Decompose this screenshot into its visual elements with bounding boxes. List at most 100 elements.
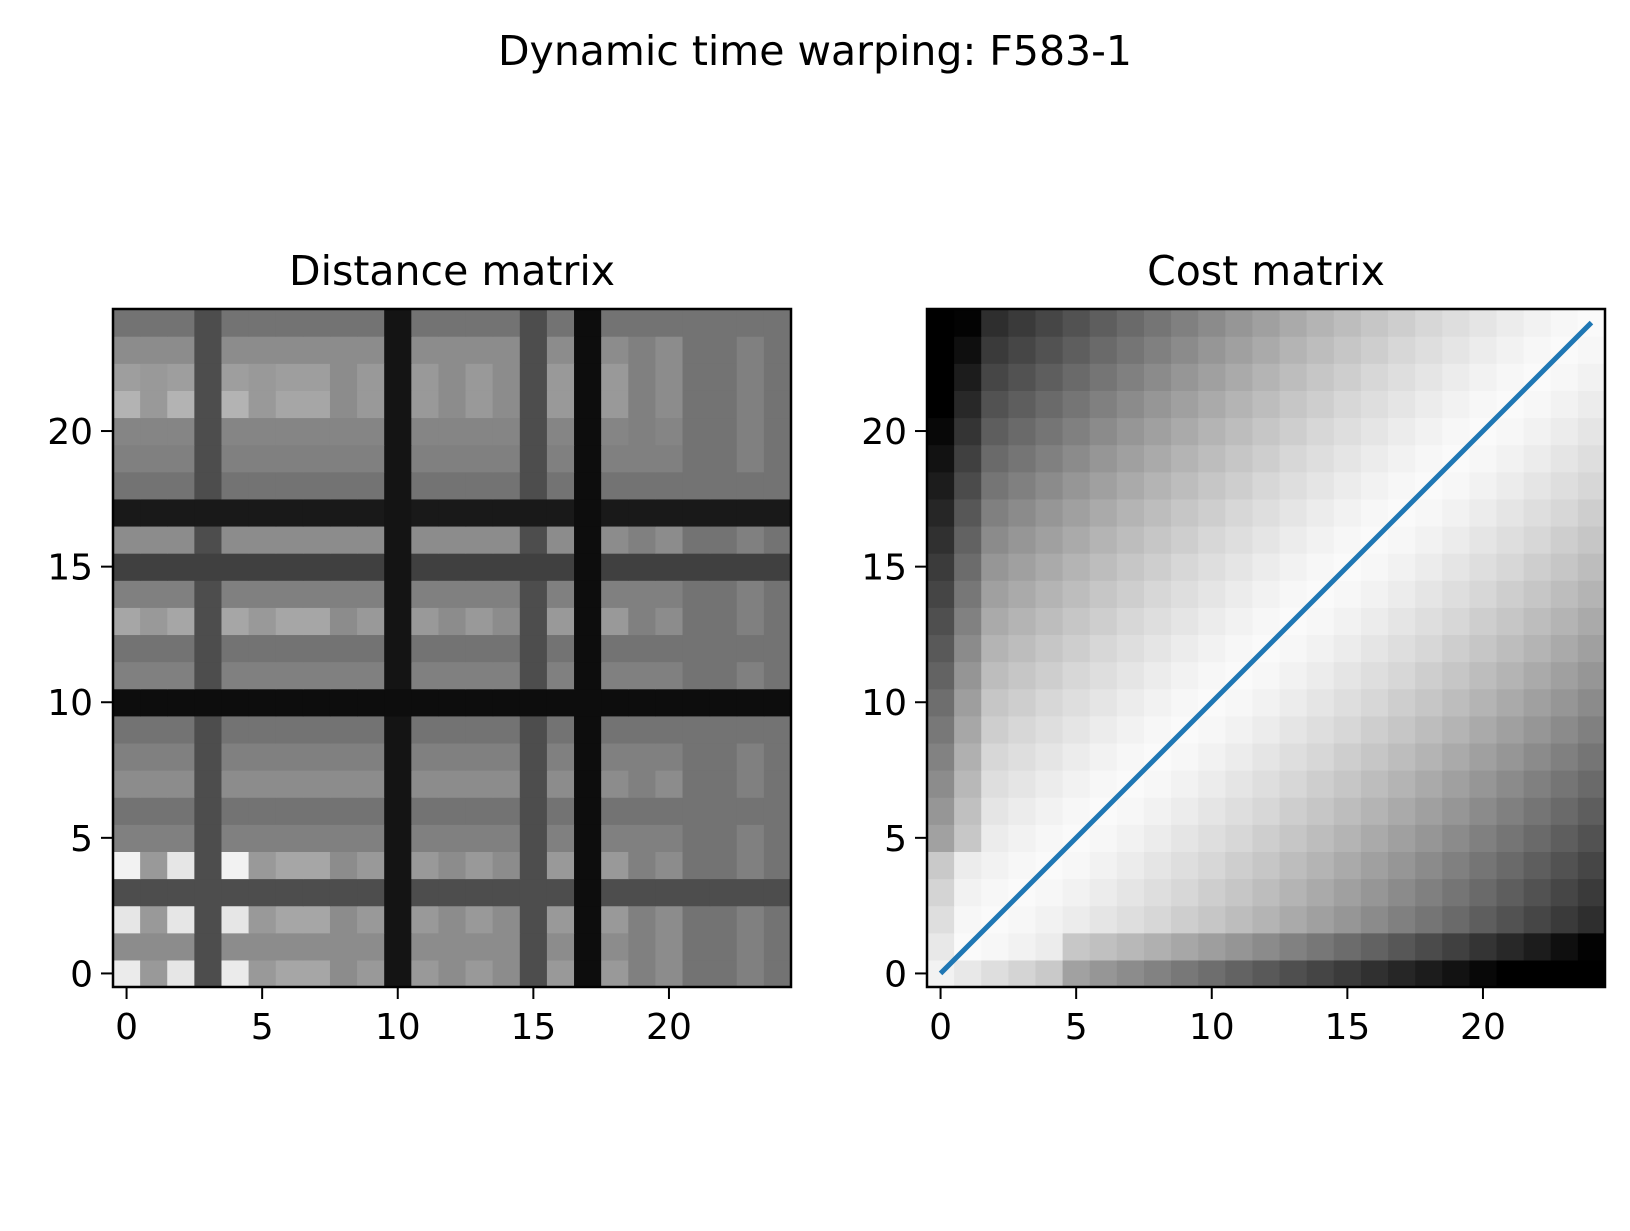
heatmap-cell: [329, 688, 358, 717]
heatmap-cell: [981, 634, 1009, 663]
heatmap-cell: [1550, 417, 1579, 446]
heatmap-cell: [140, 363, 168, 391]
heatmap-cell: [1306, 824, 1335, 852]
heatmap-cell: [1388, 905, 1416, 934]
heatmap-cell: [1333, 932, 1362, 961]
heatmap-cell: [628, 363, 656, 391]
heatmap-cell: [140, 471, 168, 500]
heatmap-cell: [1171, 959, 1199, 988]
heatmap-cell: [1225, 905, 1254, 934]
heatmap-cell: [411, 905, 440, 934]
heatmap-cell: [1143, 309, 1172, 337]
heatmap-cell: [709, 905, 738, 934]
heatmap-cell: [1225, 959, 1254, 988]
heatmap-cell: [981, 851, 1009, 880]
heatmap-cell: [1171, 634, 1199, 663]
heatmap-cell: [574, 715, 602, 744]
heatmap-cell: [709, 742, 738, 771]
heatmap-cell: [438, 797, 467, 825]
heatmap-cell: [1469, 390, 1498, 419]
heatmap-cell: [1225, 498, 1254, 527]
heatmap-cell: [1279, 634, 1308, 663]
heatmap-cell: [411, 932, 440, 961]
heatmap-cell: [1333, 444, 1362, 473]
heatmap-cell: [574, 525, 602, 554]
heatmap-cell: [519, 607, 548, 636]
heatmap-cell: [113, 742, 141, 771]
heatmap-cell: [1252, 661, 1281, 690]
heatmap-cell: [411, 336, 440, 364]
heatmap-cell: [628, 715, 656, 744]
heatmap-cell: [709, 525, 738, 554]
heatmap-cell: [1442, 715, 1470, 744]
heatmap-cell: [1388, 661, 1416, 690]
heatmap-cell: [1171, 770, 1199, 798]
heatmap-cell: [167, 607, 195, 636]
heatmap-cell: [1116, 607, 1145, 636]
heatmap-cell: [194, 390, 223, 419]
heatmap-cell: [1360, 851, 1389, 880]
heatmap-cell: [709, 417, 738, 446]
heatmap-cell: [1360, 471, 1389, 500]
heatmap-cell: [1252, 905, 1281, 934]
heatmap-cell: [1442, 553, 1470, 581]
heatmap-cell: [1306, 634, 1335, 663]
heatmap-cell: [1360, 742, 1389, 771]
heatmap-cell: [682, 390, 711, 419]
heatmap-cell: [1116, 498, 1145, 527]
heatmap-cell: [601, 959, 629, 988]
heatmap-cell: [1062, 309, 1091, 337]
heatmap-cell: [981, 309, 1009, 337]
heatmap-cell: [682, 851, 711, 880]
heatmap-cell: [194, 417, 223, 446]
heatmap-cell: [248, 309, 277, 337]
heatmap-cell: [1333, 498, 1362, 527]
heatmap-cell: [1225, 363, 1254, 391]
heatmap-cell: [519, 525, 548, 554]
heatmap-cell: [1550, 905, 1579, 934]
heatmap-cell: [1143, 932, 1172, 961]
heatmap-cell: [1225, 525, 1254, 554]
heatmap-cell: [981, 417, 1009, 446]
heatmap-cell: [1306, 905, 1335, 934]
figure-suptitle: Dynamic time warping: F583-1: [498, 27, 1132, 75]
heatmap-cell: [1496, 824, 1525, 852]
heatmap-cell: [1333, 661, 1362, 690]
heatmap-cell: [1306, 607, 1335, 636]
heatmap-cell: [1469, 932, 1498, 961]
heatmap-cell: [438, 634, 467, 663]
heatmap-cell: [981, 797, 1009, 825]
heatmap-cell: [167, 715, 195, 744]
heatmap-cell: [329, 959, 358, 988]
heatmap-cell: [519, 471, 548, 500]
heatmap-cell: [221, 607, 250, 636]
heatmap-cell: [927, 363, 955, 391]
heatmap-cell: [357, 824, 385, 852]
heatmap-cell: [194, 715, 223, 744]
heatmap-cell: [492, 851, 521, 880]
heatmap-cell: [601, 905, 629, 934]
heatmap-cell: [763, 905, 792, 934]
heatmap-cell: [302, 471, 331, 500]
heatmap-cell: [1333, 824, 1362, 852]
heatmap-cell: [1225, 770, 1254, 798]
heatmap-cell: [1062, 336, 1091, 364]
heatmap-cell: [981, 770, 1009, 798]
heatmap-cell: [1496, 471, 1525, 500]
heatmap-cell: [194, 797, 223, 825]
heatmap-cell: [574, 824, 602, 852]
heatmap-cell: [519, 498, 548, 527]
heatmap-cell: [1279, 770, 1308, 798]
heatmap-cell: [546, 525, 575, 554]
heatmap-cell: [1035, 824, 1064, 852]
heatmap-cell: [1198, 525, 1226, 554]
heatmap-cell: [1225, 471, 1254, 500]
heatmap-cell: [1388, 715, 1416, 744]
heatmap-cell: [1469, 444, 1498, 473]
heatmap-cell: [1360, 932, 1389, 961]
heatmap-cell: [357, 688, 385, 717]
heatmap-cell: [1577, 797, 1606, 825]
heatmap-cell: [1442, 905, 1470, 934]
heatmap-cell: [411, 390, 440, 419]
heatmap-cell: [1469, 878, 1498, 907]
